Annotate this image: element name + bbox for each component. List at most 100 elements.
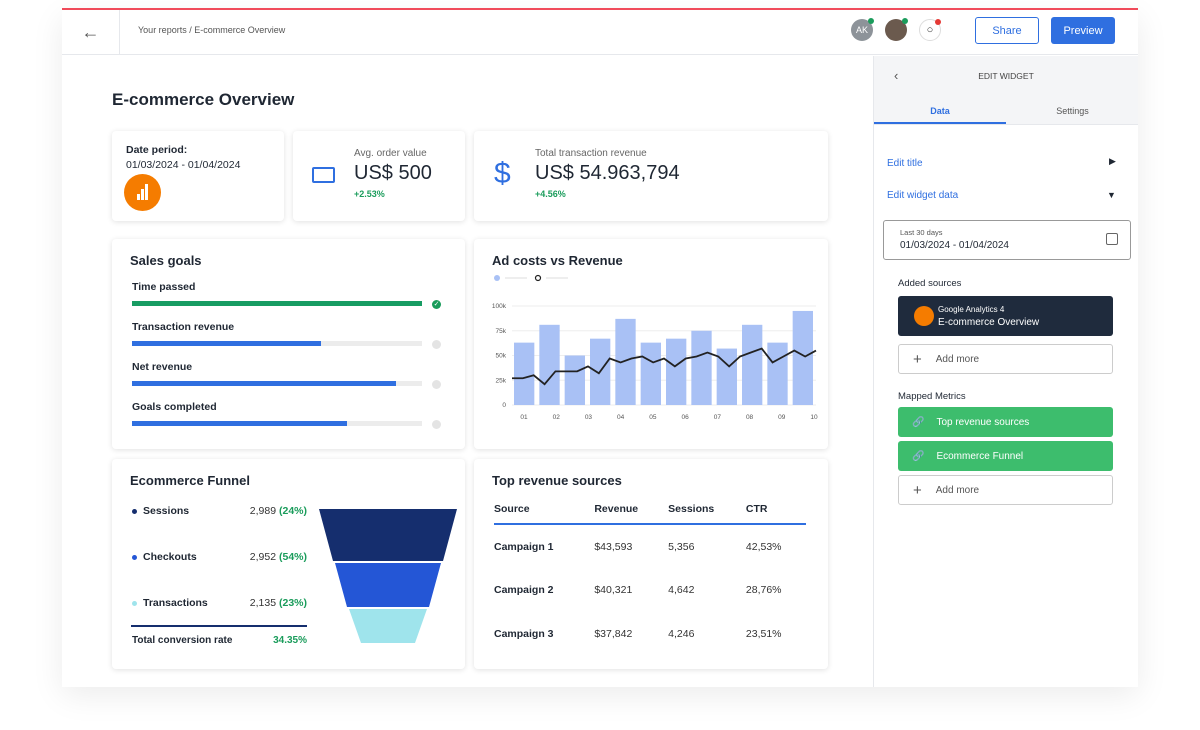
google-analytics-icon (124, 174, 161, 211)
add-metric-button[interactable]: + Add more (898, 475, 1113, 505)
date-range-input[interactable]: Last 30 days 01/03/2024 - 01/04/2024 (883, 220, 1131, 260)
source-google-analytics[interactable]: Google Analytics 4 E-commerce Overview (898, 296, 1113, 336)
ad-costs-widget[interactable]: Ad costs vs Revenue 0 25k 50k 75k 100k 01 02 03… (474, 239, 828, 449)
add-source-button[interactable]: + Add more (898, 344, 1113, 374)
y-tick-label: 0 (502, 402, 506, 409)
cash-icon (312, 167, 335, 183)
goal-progress-fill (132, 421, 347, 426)
table-row[interactable]: Campaign 2 $40,321 4,642 28,76% (494, 568, 806, 612)
avatar-photo[interactable] (885, 18, 908, 41)
widget-title: Sales goals (130, 253, 202, 268)
table-cell: $43,593 (594, 540, 633, 553)
goal-progress-fill (132, 301, 422, 306)
legend-placeholder (505, 277, 527, 279)
revenue-line (512, 347, 817, 386)
date-label: Date period: (126, 144, 188, 156)
bar[interactable] (767, 342, 788, 405)
legend-line-marker (534, 274, 542, 282)
caret-right-icon[interactable]: ▶ (1109, 156, 1116, 166)
y-tick-label: 25k (496, 377, 507, 384)
column-header[interactable]: CTR (745, 503, 806, 525)
table-row[interactable]: Campaign 1 $43,593 5,356 42,53% (494, 524, 806, 568)
edit-widget-data-link[interactable]: Edit widget data (887, 190, 959, 201)
metric-ecommerce-funnel[interactable]: 🔗 Ecommerce Funnel (898, 441, 1113, 471)
legend-dot (132, 600, 137, 606)
bar[interactable] (691, 330, 712, 405)
back-arrow-icon[interactable]: ← (62, 10, 120, 55)
online-dot (868, 18, 874, 24)
chart-title: Ad costs vs Revenue (492, 253, 623, 268)
x-tick-label: 02 (553, 414, 561, 421)
revenue-card[interactable]: $ Total transaction revenue US$ 54.963,7… (474, 131, 828, 221)
funnel-widget[interactable]: Ecommerce Funnel Sessions 2,989 (24%) Chec… (112, 459, 465, 669)
link-icon: 🔗 (912, 416, 925, 428)
legend-dot (132, 554, 137, 560)
revenue-label: Total transaction revenue (535, 148, 647, 159)
funnel-label: Checkouts (143, 551, 197, 563)
table-cell: $40,321 (594, 584, 633, 596)
tab-data[interactable]: Data (874, 106, 1006, 124)
x-tick-label: 01 (520, 414, 528, 421)
column-header[interactable]: Revenue (594, 503, 669, 525)
x-tick-label: 08 (746, 414, 754, 421)
goal-label: Transaction revenue (132, 321, 235, 333)
bar[interactable] (615, 318, 636, 405)
bar[interactable] (666, 338, 687, 405)
top-sources-widget[interactable]: Top revenue sources Source Revenue Session… (474, 459, 828, 669)
goal-progress-fill (132, 381, 396, 386)
breadcrumb[interactable]: Your reports / E-commerce Overview (138, 25, 286, 35)
bar[interactable] (792, 310, 813, 405)
comment-icon[interactable]: ○ (919, 19, 941, 41)
metric-top-revenue-sources[interactable]: 🔗 Top revenue sources (898, 407, 1113, 437)
goal-row: Time passed ✓ (132, 281, 442, 309)
x-tick-label: 09 (778, 414, 786, 421)
plus-icon: + (913, 481, 922, 499)
share-button[interactable]: Share (975, 17, 1039, 44)
bar[interactable] (640, 342, 661, 405)
goal-progress-bar (132, 381, 422, 386)
y-tick-label: 100k (492, 303, 507, 310)
legend-placeholder (546, 277, 568, 279)
report-canvas: E-commerce Overview Date period: 01/03/20… (62, 56, 873, 687)
avg-order-card[interactable]: Avg. order value US$ 500 +2.53% (293, 131, 465, 221)
date-period-card[interactable]: Date period: 01/03/2024 - 01/04/2024 (112, 131, 284, 221)
funnel-pct: (23%) (278, 597, 307, 609)
ad-costs-chart: 0 25k 50k 75k 100k 01 02 03 04 05 06 07 08 09 10 (492, 274, 818, 421)
y-tick-label: 50k (496, 353, 507, 360)
funnel-value: 2,135 (23%) (250, 597, 307, 609)
calendar-icon[interactable] (1106, 233, 1118, 245)
column-header[interactable]: Source (494, 503, 595, 525)
legend-bar-marker (494, 275, 500, 281)
x-tick-label: 03 (585, 414, 593, 421)
table-cell: 4,642 (668, 584, 695, 596)
sales-goals-widget[interactable]: Sales goals Time passed ✓ Transaction reve… (112, 239, 465, 449)
table-cell: $37,842 (594, 628, 633, 640)
preview-button[interactable]: Preview (1051, 17, 1115, 44)
funnel-label: Sessions (143, 505, 190, 517)
add-more-label: Add more (935, 353, 980, 365)
caret-down-icon[interactable]: ▼ (1107, 190, 1116, 200)
app-window: ← Your reports / E-commerce Overview AK … (62, 8, 1138, 687)
bar[interactable] (539, 324, 560, 405)
link-icon: 🔗 (912, 450, 925, 462)
table-cell: Campaign 3 (494, 628, 554, 640)
goal-label: Time passed (132, 281, 196, 293)
mapped-metrics-heading: Mapped Metrics (898, 391, 966, 402)
funnel-segment-checkouts (335, 563, 441, 607)
goal-label: Goals completed (132, 401, 217, 413)
status-dot (432, 340, 441, 349)
edit-title-link[interactable]: Edit title (887, 158, 923, 169)
avatar[interactable]: AK (851, 18, 874, 41)
add-more-label: Add more (935, 484, 980, 496)
bar[interactable] (742, 324, 763, 405)
panel-title: EDIT WIDGET (978, 71, 1034, 81)
column-header[interactable]: Sessions (668, 503, 746, 525)
goal-progress-bar (132, 421, 422, 426)
source-name: Google Analytics 4 (938, 304, 1005, 314)
bar[interactable] (514, 342, 535, 405)
bar[interactable] (564, 355, 585, 406)
table-row[interactable]: Campaign 3 $37,842 4,246 23,51% (494, 612, 806, 656)
chevron-left-icon[interactable]: ‹ (894, 68, 899, 83)
total-value: 34.35% (273, 635, 307, 646)
tab-settings[interactable]: Settings (1056, 106, 1089, 116)
